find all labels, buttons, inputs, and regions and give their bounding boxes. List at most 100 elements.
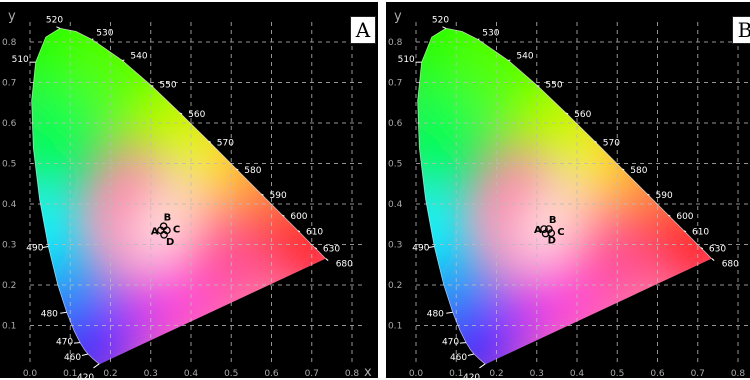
wavelength-tick: [668, 214, 671, 217]
wavelength-tick: [93, 363, 100, 369]
y-axis-label: y: [394, 9, 402, 24]
y-tick-label: 0.1: [388, 322, 402, 332]
x-tick-label: 0.0: [23, 369, 38, 378]
x-tick-label: 0.3: [144, 369, 158, 378]
wavelength-label: 490: [26, 244, 43, 254]
y-tick-label: 0.7: [2, 79, 16, 89]
y-tick-label: 0.8: [2, 38, 17, 48]
point-label: C: [557, 227, 564, 238]
wavelength-label: 590: [270, 191, 287, 201]
wavelength-label: 470: [56, 338, 73, 348]
point-a: [540, 225, 548, 233]
point-label: A: [151, 226, 159, 237]
wavelength-tick: [428, 246, 435, 249]
y-tick-label: 0.4: [388, 200, 403, 210]
x-tick-label: 0.2: [103, 369, 117, 378]
wavelength-tick: [60, 311, 67, 314]
x-tick-label: 0.7: [691, 369, 705, 378]
wavelength-label: 540: [516, 52, 533, 62]
wavelength-tick: [208, 140, 211, 143]
point-d: [160, 230, 168, 239]
x-tick-label: 0.8: [345, 369, 360, 378]
wavelength-label: 590: [656, 191, 673, 201]
wavelength-label: 520: [432, 15, 449, 25]
wavelength-label: 560: [574, 110, 591, 120]
y-tick-label: 0.6: [2, 119, 17, 129]
cie-diagram-a: 420 460 470 480 490 510 520 530 540 550 560 570 580 5…: [2, 9, 372, 378]
wavelength-label: 570: [603, 138, 620, 148]
wavelength-label: 460: [64, 353, 81, 363]
wavelength-tick: [81, 353, 89, 356]
wavelength-label: 480: [41, 309, 58, 319]
wavelength-label: 530: [96, 29, 113, 39]
wavelength-tick: [477, 38, 480, 40]
wavelength-label: 490: [412, 244, 429, 254]
x-tick-label: 0.5: [610, 369, 624, 378]
panel-divider: [378, 0, 386, 380]
chart-panel-b: 420 460 470 480 490 510 520 530 540 550 560 570 580 5…: [386, 2, 750, 378]
wavelength-label: 460: [450, 353, 467, 363]
y-tick-label: 0.6: [388, 119, 403, 129]
wavelength-tick: [42, 246, 49, 249]
wavelength-label: 680: [336, 260, 353, 270]
x-tick-label: 0.4: [570, 369, 585, 378]
y-axis-label: y: [8, 9, 16, 24]
wavelength-label: 530: [482, 29, 499, 39]
wavelength-tick: [647, 193, 650, 196]
wavelength-tick: [179, 112, 183, 115]
point-c: [547, 229, 556, 238]
point-label: B: [164, 212, 172, 223]
wavelength-tick: [91, 38, 94, 40]
x-tick-label: 0.2: [489, 369, 503, 378]
y-tick-label: 0.3: [388, 241, 402, 251]
y-tick-label: 0.4: [2, 200, 17, 210]
cie-diagram-b: 420 460 470 480 490 510 520 530 540 550 560 570 580 5…: [388, 9, 748, 378]
y-tick-label: 0.2: [388, 281, 402, 291]
x-tick-label: 0.4: [184, 369, 199, 378]
panel-label-b: B: [732, 16, 750, 44]
wavelength-tick: [711, 258, 715, 261]
wavelength-tick: [297, 230, 301, 233]
wavelength-tick: [683, 230, 687, 233]
wavelength-tick: [325, 258, 329, 261]
wavelength-tick: [537, 85, 540, 87]
wavelength-label: 420: [463, 373, 480, 378]
wavelength-label: 520: [46, 15, 63, 25]
wavelength-label: 480: [427, 309, 444, 319]
wavelength-label: 600: [676, 212, 693, 222]
y-tick-label: 0.5: [2, 160, 16, 170]
x-tick-label: 0.1: [63, 369, 77, 378]
wavelength-tick: [314, 247, 318, 250]
x-axis-label: x: [364, 365, 372, 378]
wavelength-label: 630: [323, 245, 340, 255]
y-tick-label: 0.2: [2, 281, 16, 291]
wavelength-tick: [508, 59, 511, 61]
x-tick-label: 0.3: [530, 369, 544, 378]
panel-label-a: A: [350, 16, 376, 44]
wavelength-tick: [459, 342, 466, 344]
point-label: B: [549, 215, 557, 226]
x-tick-label: 0.6: [650, 369, 665, 378]
wavelength-label: 580: [244, 166, 261, 176]
wavelength-tick: [565, 112, 569, 115]
wavelength-label: 630: [709, 245, 726, 255]
point-d: [541, 229, 550, 238]
point-label: D: [548, 236, 556, 247]
wavelength-tick: [700, 247, 704, 250]
wavelength-label: 570: [217, 138, 234, 148]
wavelength-label: 540: [130, 52, 147, 62]
wavelength-label: 580: [630, 166, 647, 176]
wavelength-tick: [442, 26, 447, 29]
x-tick-label: 0.0: [409, 369, 424, 378]
point-label: C: [173, 224, 180, 235]
wavelength-label: 610: [692, 228, 709, 238]
gamut-fill: [417, 28, 712, 365]
wavelength-label: 420: [77, 373, 94, 378]
y-tick-label: 0.3: [2, 241, 16, 251]
x-tick-label: 0.6: [264, 369, 279, 378]
wavelength-tick: [56, 26, 61, 29]
wavelength-tick: [594, 140, 597, 143]
wavelength-tick: [282, 214, 285, 217]
point-label: A: [534, 225, 542, 236]
x-tick-label: 0.7: [305, 369, 319, 378]
